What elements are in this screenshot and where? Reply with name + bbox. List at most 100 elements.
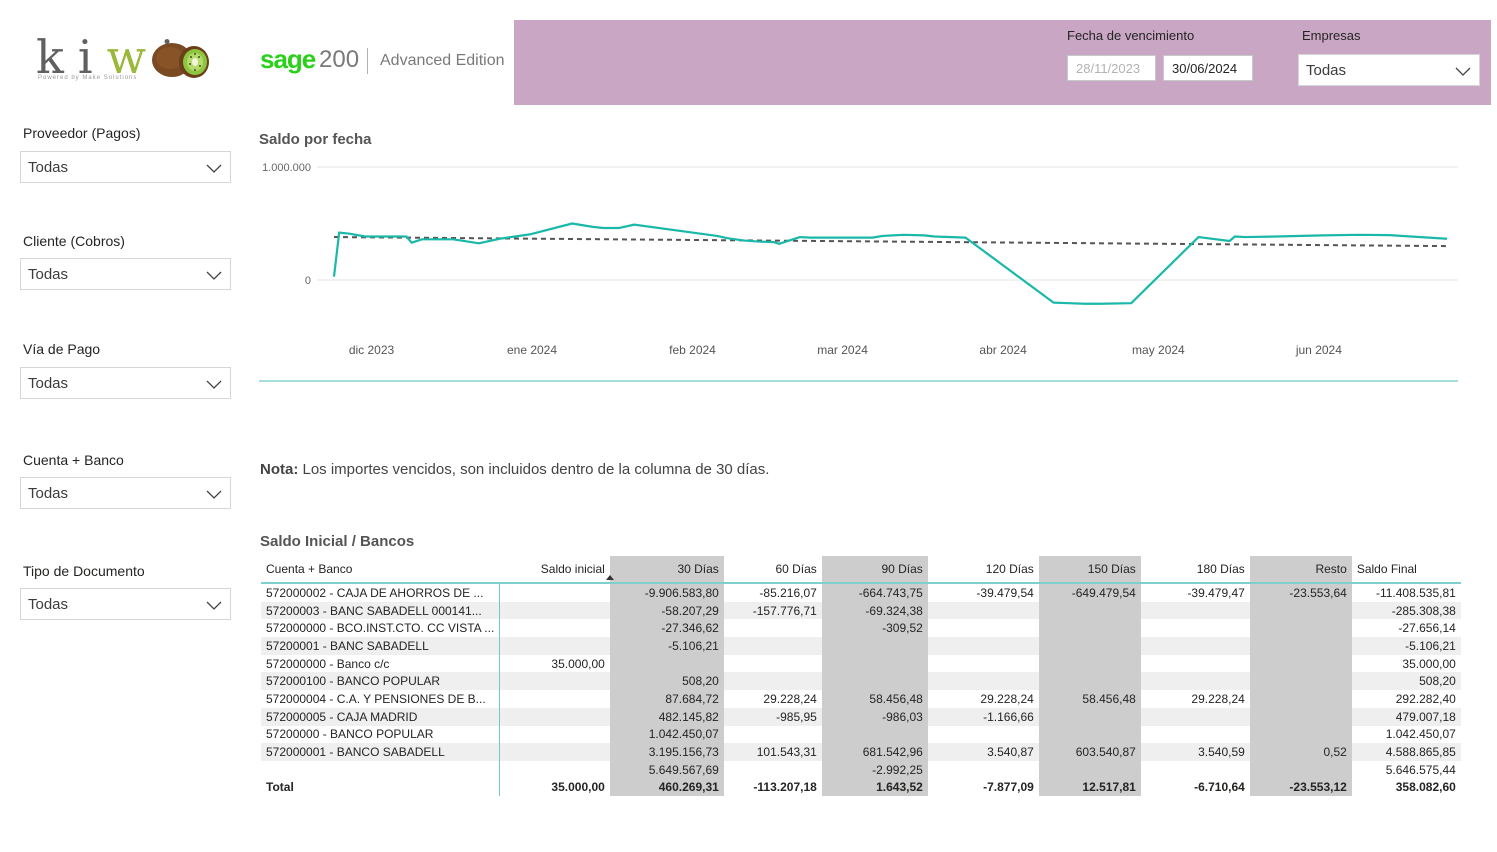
table-row: 572000005 - CAJA MADRID 482.145,82 -985,95… xyxy=(261,707,1461,726)
value-cell xyxy=(1249,619,1352,638)
value-cell: 58.456,48 xyxy=(821,690,928,708)
value-cell xyxy=(927,672,1039,691)
value-cell: -23.553,12 xyxy=(1249,778,1352,797)
chevron-down-icon xyxy=(206,601,222,610)
value-cell: -27.656,14 xyxy=(1398,621,1456,636)
value-cell xyxy=(1141,619,1250,637)
value-cell: -11.408.535,81 xyxy=(1375,585,1456,600)
empresas-label: Empresas xyxy=(1302,28,1361,43)
value-cell xyxy=(500,761,610,779)
value-cell: 1.643,52 xyxy=(821,778,928,797)
value-cell: 3.540,87 xyxy=(927,743,1039,761)
account-cell: 57200003 - BANC SABADELL 000141... xyxy=(261,601,501,620)
value-cell: -6.710,64 xyxy=(1194,780,1245,795)
value-cell: -7.877,09 xyxy=(983,780,1034,795)
value-cell xyxy=(1141,726,1250,744)
value-cell xyxy=(724,619,822,637)
table-row: 572000004 - C.A. Y PENSIONES DE B... 87.6… xyxy=(261,690,1461,708)
value-cell: 58.456,48 xyxy=(1038,690,1141,708)
value-cell xyxy=(1140,707,1250,726)
fecha-hasta-input[interactable]: 30/06/2024 xyxy=(1163,55,1253,81)
col-header-60-dias[interactable]: 60 Días xyxy=(723,556,822,584)
value-cell xyxy=(1249,707,1352,726)
col-header-cuenta[interactable]: Cuenta + Banco xyxy=(261,556,500,584)
value-cell xyxy=(500,690,610,708)
table-row: 572000000 - BCO.INST.CTO. CC VISTA ... -2… xyxy=(261,619,1461,638)
x-tick-label: dic 2023 xyxy=(349,343,395,357)
cuenta-banco-dropdown[interactable]: Todas xyxy=(20,477,231,509)
cliente-dropdown-value: Todas xyxy=(28,266,69,283)
x-tick-label: abr 2024 xyxy=(979,343,1027,357)
value-cell xyxy=(1038,707,1141,726)
account-cell: 572000005 - CAJA MADRID xyxy=(261,707,501,726)
value-cell: -69.324,38 xyxy=(821,601,928,620)
empresas-dropdown-value: Todas xyxy=(1306,62,1347,79)
account-cell: 57200001 - BANC SABADELL xyxy=(261,637,501,655)
value-cell xyxy=(1140,637,1250,655)
cliente-dropdown[interactable]: Todas xyxy=(20,258,231,290)
col-header-150-dias[interactable]: 150 Días xyxy=(1038,556,1141,584)
y-tick-label: 0 xyxy=(305,275,311,287)
sage-edition: Advanced Edition xyxy=(380,52,505,69)
col-header-180-dias[interactable]: 180 Días xyxy=(1140,556,1250,584)
proveedor-label: Proveedor (Pagos) xyxy=(23,125,141,141)
table-row: 57200000 - BANCO POPULAR 1.042.450,07 1.04… xyxy=(261,725,1461,744)
value-cell xyxy=(1038,760,1141,779)
value-cell xyxy=(499,743,610,761)
trend-line xyxy=(333,236,1448,248)
value-cell xyxy=(928,655,1039,673)
value-cell xyxy=(928,726,1039,744)
value-cell xyxy=(499,601,610,620)
col-header-120-dias[interactable]: 120 Días xyxy=(927,556,1039,584)
value-cell xyxy=(724,761,822,779)
value-cell: 508,20 xyxy=(1351,672,1461,691)
table-total-row: Total 35.000,00 460.269,31 -113.207,18 1.643… xyxy=(261,778,1461,797)
value-cell xyxy=(1141,761,1250,779)
col-header-90-dias[interactable]: 90 Días xyxy=(821,556,928,584)
tipo-documento-dropdown[interactable]: Todas xyxy=(20,588,231,620)
cuenta-banco-dropdown-value: Todas xyxy=(28,485,69,502)
saldo-por-fecha-chart[interactable]: 1.000.000 0 dic 2023 ene 2024 feb 2024 mar 20… xyxy=(255,150,1465,390)
value-cell xyxy=(1140,601,1250,620)
proveedor-dropdown[interactable]: Todas xyxy=(20,151,231,183)
value-cell: -309,52 xyxy=(821,619,928,638)
kiwi-fruit-icon xyxy=(152,43,209,78)
tipo-documento-dropdown-value: Todas xyxy=(28,596,69,613)
value-cell xyxy=(928,761,1039,779)
empresas-dropdown[interactable]: Todas xyxy=(1298,54,1480,86)
table-row: 57200001 - BANC SABADELL -5.106,21 -5.106,… xyxy=(261,637,1461,655)
account-cell: 572000004 - C.A. Y PENSIONES DE B... xyxy=(261,690,501,708)
account-cell: 572000000 - BCO.INST.CTO. CC VISTA ... xyxy=(261,619,501,638)
col-header-saldo-inicial[interactable]: Saldo inicial xyxy=(499,556,610,584)
account-cell: 57200000 - BANCO POPULAR xyxy=(261,725,501,744)
value-cell: 292.282,40 xyxy=(1395,691,1456,706)
via-pago-dropdown[interactable]: Todas xyxy=(20,367,231,399)
col-header-30-dias[interactable]: 30 Días xyxy=(609,556,724,584)
col-header-saldo-final[interactable]: Saldo Final xyxy=(1351,556,1461,584)
series-line xyxy=(332,222,1448,305)
value-cell: -39.479,47 xyxy=(1187,585,1245,600)
note-text: Nota: Los importes vencidos, son incluid… xyxy=(260,461,769,478)
value-cell: -5.106,21 xyxy=(1351,637,1461,655)
value-cell xyxy=(609,654,724,673)
value-cell: 1.042.450,07 xyxy=(1385,727,1456,742)
value-cell xyxy=(499,707,610,726)
value-cell: -85.216,07 xyxy=(759,585,817,600)
col-header-resto[interactable]: Resto xyxy=(1249,556,1352,584)
value-cell: 4.588.865,85 xyxy=(1351,743,1461,761)
value-cell: -9.906.583,80 xyxy=(609,583,724,602)
note-label: Nota: xyxy=(260,461,299,478)
chevron-down-icon xyxy=(206,164,222,173)
value-cell xyxy=(500,619,610,637)
value-cell xyxy=(500,583,610,602)
value-cell xyxy=(928,619,1039,637)
value-cell xyxy=(821,725,928,744)
sage-product-number: 200 xyxy=(319,46,360,73)
fecha-desde-input[interactable]: 28/11/2023 xyxy=(1067,55,1156,81)
table-row: 572000100 - BANCO POPULAR 508,20 508,20 xyxy=(261,672,1461,691)
tipo-documento-label: Tipo de Documento xyxy=(23,563,145,579)
account-cell: Total xyxy=(261,778,501,797)
y-tick-label: 1.000.000 xyxy=(262,162,311,174)
value-cell xyxy=(500,726,610,744)
table-title: Saldo Inicial / Bancos xyxy=(260,533,415,550)
